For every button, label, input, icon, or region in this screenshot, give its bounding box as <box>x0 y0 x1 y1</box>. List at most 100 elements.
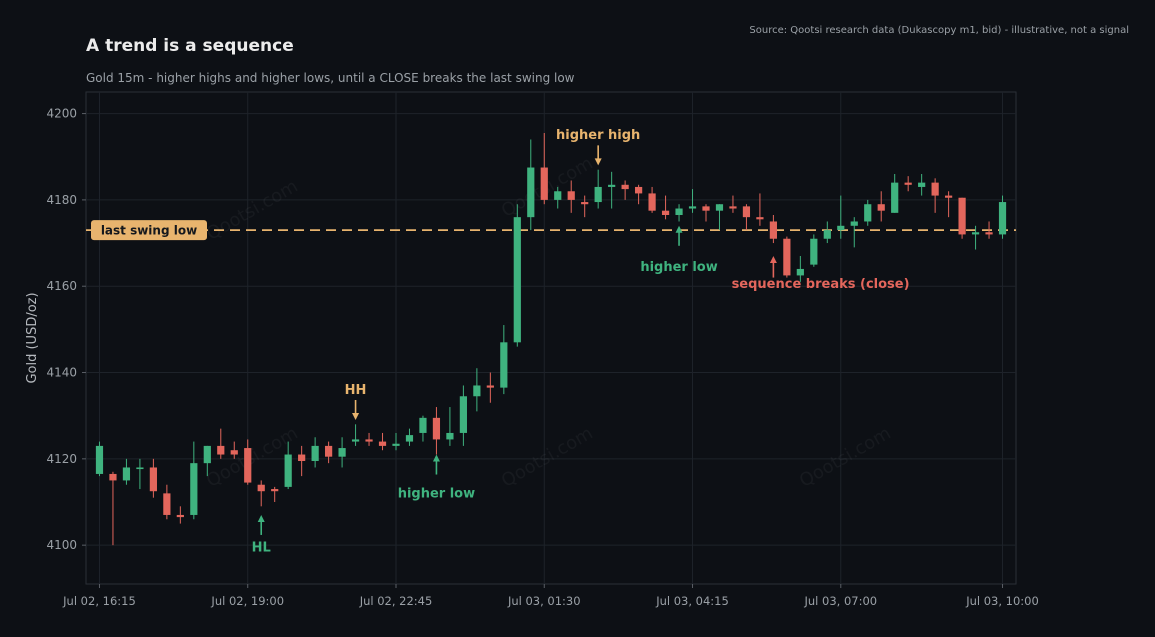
candle-body <box>904 182 912 185</box>
candle-up <box>608 171 616 209</box>
candle-body <box>715 204 724 211</box>
candle-body <box>945 195 953 198</box>
candle-body <box>298 454 306 461</box>
annotation-label: higher low <box>640 260 717 275</box>
candle-body <box>783 238 791 276</box>
y-tick-label: 4200 <box>46 107 77 121</box>
candle-down <box>567 180 575 213</box>
y-tick-label: 4140 <box>46 366 77 380</box>
candle-up <box>122 458 131 485</box>
candle-body <box>284 454 292 487</box>
candle-body <box>756 217 764 220</box>
candle-body <box>850 221 858 226</box>
annotation: higher high <box>556 128 640 166</box>
x-tick-label: Jul 02, 22:45 <box>359 594 433 608</box>
candle-down <box>109 471 117 546</box>
candle-down <box>581 195 589 218</box>
candle-body <box>918 182 926 187</box>
candle-down <box>149 458 157 498</box>
candle-body <box>554 191 562 200</box>
candle-up <box>918 174 926 196</box>
x-axis: Jul 02, 16:15 Jul 02, 19:00 Jul 02, 22:45 J… <box>62 584 1039 608</box>
candle-up <box>823 221 831 244</box>
y-axis-label: Gold (USD/oz) <box>25 292 40 383</box>
candle-body <box>769 221 777 239</box>
annotation-label: higher high <box>556 128 640 143</box>
candle-down <box>257 480 265 507</box>
candle-body <box>378 441 387 446</box>
candle-body <box>823 230 831 239</box>
candle-body <box>540 167 548 200</box>
candle-up <box>527 139 535 231</box>
candle-up <box>351 424 360 446</box>
candle-down <box>176 506 184 524</box>
annotation-arrow-head <box>769 256 777 263</box>
candle-up <box>796 256 804 282</box>
x-tick-label: Jul 03, 07:00 <box>803 594 877 608</box>
candle-body <box>459 396 467 433</box>
candle-down <box>635 184 643 205</box>
annotation-arrow-head <box>352 413 360 420</box>
candle-down <box>769 215 777 244</box>
candle-down <box>271 486 279 502</box>
candle-body <box>190 463 198 515</box>
candle-body <box>163 493 171 515</box>
candle-down <box>378 432 387 451</box>
x-tick-label: Jul 03, 10:00 <box>965 594 1039 608</box>
candle-down <box>298 445 306 477</box>
candle-up <box>136 458 144 490</box>
y-axis: 4100 4120 4140 4160 4180 4200 <box>46 107 86 552</box>
annotation-arrow-head <box>257 514 265 522</box>
candle-body <box>95 445 104 474</box>
annotation-layer: HL HH higher low higher high higher low seque… <box>252 128 910 555</box>
y-tick-label: 4160 <box>46 279 77 293</box>
candle-up <box>998 195 1007 239</box>
candle-body <box>971 232 980 235</box>
candle-up <box>500 325 508 395</box>
x-tick-label: Jul 02, 16:15 <box>62 594 136 608</box>
candle-body <box>527 167 535 218</box>
annotation: sequence breaks (close) <box>732 256 910 292</box>
candle-down <box>486 372 494 403</box>
candle-down <box>877 191 885 222</box>
candle-body <box>392 443 400 446</box>
candle-body <box>688 206 697 209</box>
candle-down <box>325 441 333 464</box>
candle-body <box>109 473 117 481</box>
candle-body <box>837 225 845 231</box>
y-tick-label: 4100 <box>46 538 77 552</box>
candle-body <box>648 193 656 211</box>
candle-body <box>958 197 966 235</box>
candle-layer <box>95 133 1007 546</box>
candle-up <box>203 445 211 477</box>
candle-up <box>715 204 724 231</box>
annotation-label: higher low <box>398 486 475 501</box>
candle-body <box>149 467 157 492</box>
annotation-arrow-head <box>432 454 440 462</box>
candle-body <box>486 385 494 388</box>
candle-up <box>405 428 414 446</box>
candle-body <box>621 184 629 190</box>
candle-up <box>864 199 872 226</box>
plot-frame <box>85 91 1017 585</box>
annotation-label: HH <box>345 383 367 398</box>
candle-up <box>392 432 400 451</box>
candle-body <box>405 435 414 442</box>
annotation-arrow-head <box>675 225 683 233</box>
candle-up <box>446 407 454 446</box>
candle-body <box>230 450 238 455</box>
grid-layer <box>86 92 1016 584</box>
candle-down <box>783 236 791 278</box>
candle-down <box>163 484 171 520</box>
candle-up <box>513 204 521 347</box>
candle-body <box>594 186 602 203</box>
annotation: higher low <box>640 225 718 275</box>
candle-up <box>971 225 980 250</box>
candle-body <box>702 206 710 211</box>
candle-down <box>217 428 225 459</box>
chart-title: A trend is a sequence <box>86 36 294 56</box>
candle-down <box>648 186 656 213</box>
candle-body <box>271 489 279 492</box>
